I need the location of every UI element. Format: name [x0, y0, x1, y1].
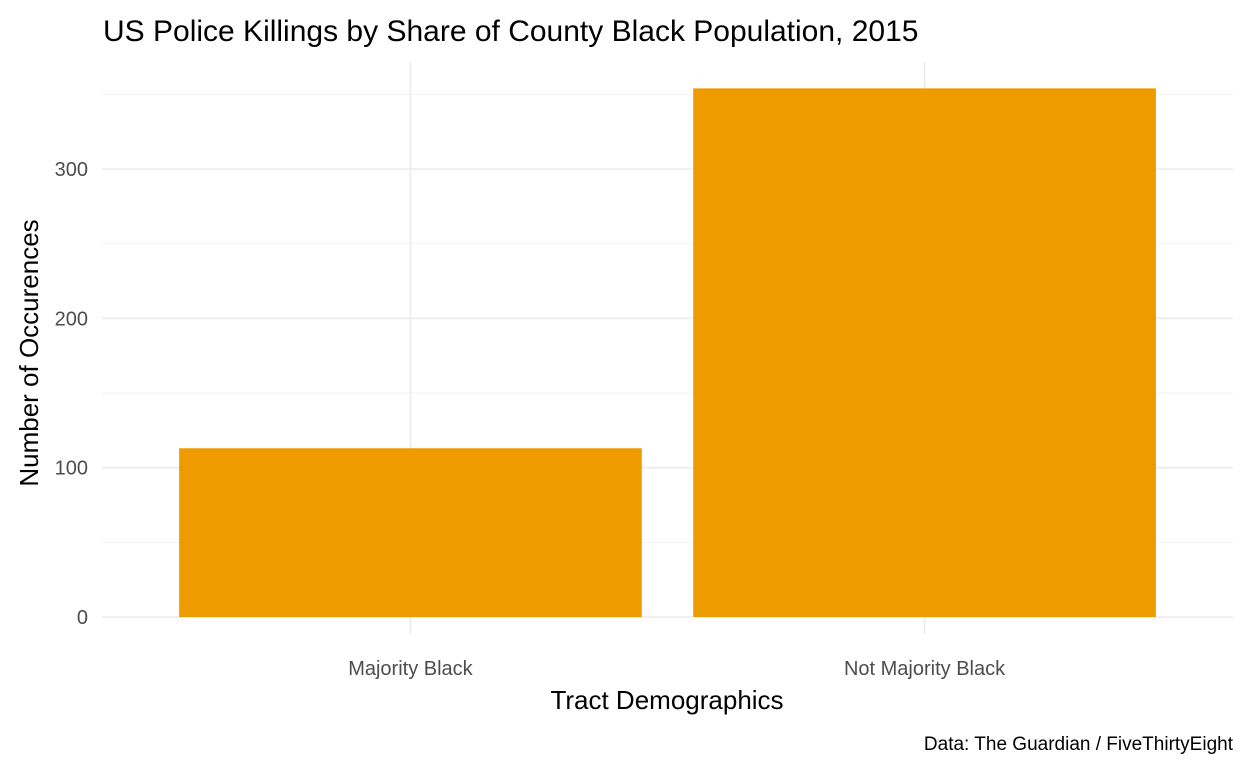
y-tick-label: 100 — [55, 458, 88, 480]
y-tick-label: 0 — [77, 607, 88, 629]
chart-title: US Police Killings by Share of County Bl… — [103, 15, 918, 48]
x-axis-title: Tract Demographics — [550, 685, 783, 715]
bars — [179, 88, 1156, 618]
y-axis-ticks: 0 100 200 300 — [55, 159, 88, 629]
bar-not-majority-black — [693, 88, 1156, 618]
y-tick-label: 300 — [55, 159, 88, 181]
x-tick-label: Majority Black — [348, 658, 473, 680]
chart-caption: Data: The Guardian / FiveThirtyEight — [924, 734, 1234, 755]
y-axis-title: Number of Occurences — [14, 219, 44, 486]
bar-majority-black — [179, 448, 642, 617]
y-tick-label: 200 — [55, 308, 88, 330]
x-axis-ticks: Majority Black Not Majority Black — [348, 658, 1006, 680]
x-tick-label: Not Majority Black — [844, 658, 1006, 680]
